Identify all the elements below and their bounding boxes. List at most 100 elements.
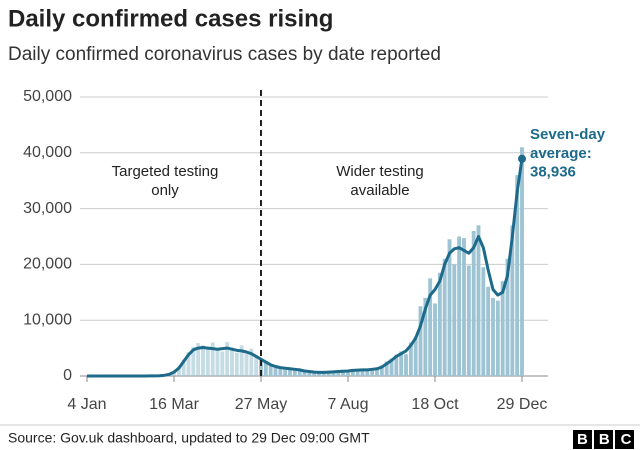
bar <box>317 372 321 376</box>
bar <box>399 351 404 376</box>
bar <box>288 367 292 376</box>
bar <box>495 300 500 376</box>
annotation: Wider testing <box>336 163 424 180</box>
y-tick-label: 40,000 <box>23 144 72 161</box>
bar <box>254 357 259 376</box>
bar <box>433 303 437 376</box>
bar <box>476 225 481 376</box>
bar <box>297 369 302 376</box>
bar <box>239 345 244 376</box>
bar <box>515 175 520 376</box>
bar <box>259 360 263 376</box>
x-tick-label: 7 Aug <box>328 396 369 413</box>
bar <box>283 368 288 376</box>
annotation: Seven-day <box>530 126 606 143</box>
bar <box>418 306 423 376</box>
logo: BBC <box>577 431 640 448</box>
bar <box>500 281 505 376</box>
bar <box>205 349 210 376</box>
x-tick-label: 18 Oct <box>411 396 459 413</box>
bar <box>394 354 399 376</box>
bar <box>312 372 317 376</box>
bar <box>462 238 466 376</box>
bar <box>510 225 515 376</box>
logo-box <box>594 430 613 449</box>
bar <box>375 369 379 376</box>
y-tick-label: 10,000 <box>23 311 72 328</box>
bar <box>302 371 307 376</box>
bar <box>186 352 191 376</box>
bar <box>389 358 394 376</box>
bar <box>408 342 413 376</box>
chart-title: Daily confirmed cases rising <box>8 5 333 32</box>
x-tick-label: 27 May <box>235 396 287 413</box>
bar <box>437 272 442 376</box>
bar <box>249 348 254 376</box>
bar <box>278 366 283 376</box>
bar <box>452 264 457 376</box>
bar <box>384 361 389 376</box>
x-tick-label: 4 Jan <box>67 396 106 413</box>
bar <box>181 359 186 376</box>
bar <box>442 258 447 376</box>
bar <box>331 372 336 376</box>
y-tick-label: 30,000 <box>23 200 72 217</box>
bar <box>355 370 360 376</box>
logo-box <box>573 430 592 449</box>
bar <box>428 278 433 376</box>
annotation: average: <box>530 145 592 162</box>
annotation: Targeted testing <box>112 163 219 180</box>
bar <box>225 341 230 376</box>
bar <box>307 370 312 376</box>
annotation: available <box>350 182 409 199</box>
x-tick-label: 29 Dec <box>497 396 548 413</box>
bar <box>341 371 346 376</box>
bar <box>471 230 476 376</box>
bar <box>336 370 341 376</box>
bar <box>196 343 201 376</box>
bar <box>457 236 462 376</box>
bar <box>481 267 486 376</box>
bar <box>273 367 278 376</box>
bar <box>234 352 239 376</box>
annotation: only <box>151 182 179 199</box>
bar <box>268 365 273 376</box>
bar <box>466 265 471 376</box>
bar <box>321 372 326 376</box>
y-tick-label: 0 <box>63 367 72 384</box>
bar <box>201 345 205 376</box>
bar <box>346 370 350 376</box>
bar <box>360 368 365 376</box>
bar <box>486 286 491 376</box>
bar <box>292 370 297 376</box>
bar <box>230 347 234 376</box>
logo-box <box>615 430 634 449</box>
average-dot <box>518 154 526 163</box>
y-tick-label: 50,000 <box>23 88 72 105</box>
x-tick-label: 16 Mar <box>149 396 199 413</box>
bar <box>404 354 408 376</box>
y-tick-label: 20,000 <box>23 256 72 273</box>
bar <box>370 368 375 376</box>
bar <box>244 353 249 376</box>
bar <box>413 336 418 376</box>
bar <box>326 371 331 376</box>
bar <box>210 342 215 376</box>
bar <box>447 239 452 376</box>
bar <box>423 297 428 376</box>
average-value: 38,936 <box>530 164 576 181</box>
bar <box>176 366 181 376</box>
average-line <box>87 158 524 378</box>
bar <box>379 365 384 376</box>
bar <box>263 360 268 376</box>
bar <box>220 351 225 376</box>
bar <box>191 346 196 376</box>
chart-subtitle: Daily confirmed coronavirus cases by dat… <box>8 44 441 65</box>
bar <box>491 297 495 376</box>
source: Source: Gov.uk dashboard, updated to 29 … <box>8 430 370 446</box>
bar <box>215 348 220 376</box>
bar <box>520 147 524 376</box>
bar <box>505 258 510 376</box>
bar <box>365 370 370 376</box>
